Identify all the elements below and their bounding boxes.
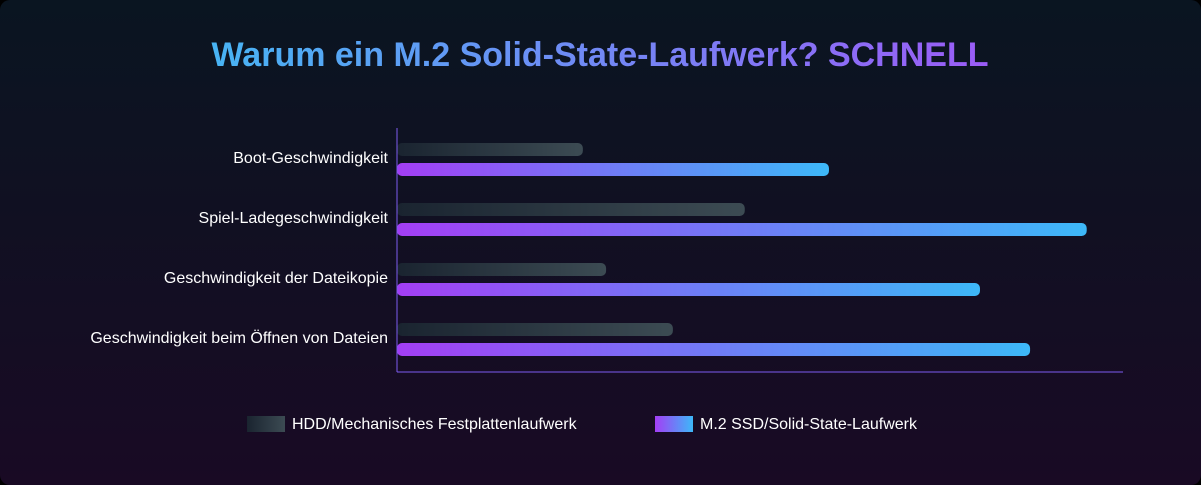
legend-swatch (247, 416, 285, 432)
bar (397, 163, 829, 176)
bar (397, 223, 1087, 236)
bar (397, 263, 607, 276)
category-label: Geschwindigkeit beim Öffnen von Dateien (90, 329, 388, 347)
legend-label: HDD/Mechanisches Festplattenlaufwerk (292, 416, 578, 433)
bar (397, 283, 980, 296)
category-label: Geschwindigkeit der Dateikopie (164, 270, 388, 287)
category-label: Spiel-Ladegeschwindigkeit (199, 210, 389, 227)
bar (397, 323, 673, 336)
category-label: Boot-Geschwindigkeit (233, 150, 388, 167)
legend-swatch (655, 416, 693, 432)
chart-title: Warum ein M.2 Solid-State-Laufwerk? SCHN… (211, 36, 988, 74)
bar (397, 343, 1031, 356)
legend-label: M.2 SSD/Solid-State-Laufwerk (700, 416, 918, 433)
bar (397, 203, 745, 216)
bar (397, 143, 583, 156)
